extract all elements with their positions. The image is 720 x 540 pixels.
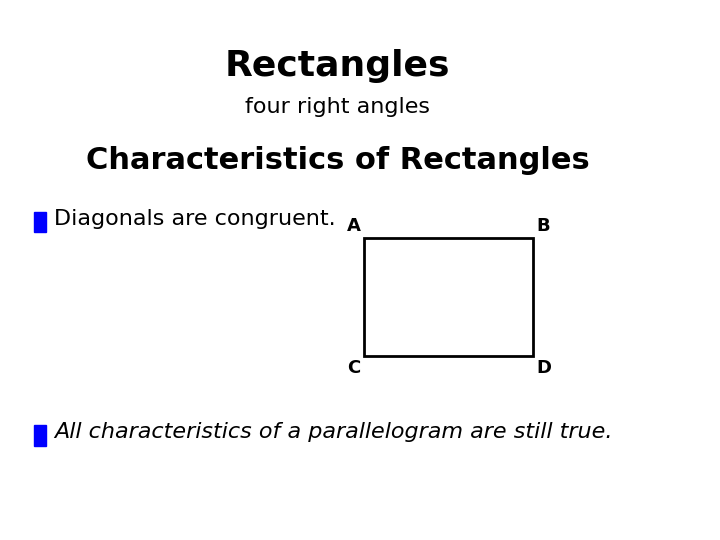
Text: C: C <box>348 359 361 377</box>
Text: B: B <box>537 217 550 235</box>
Text: Diagonals are congruent.: Diagonals are congruent. <box>54 208 336 229</box>
Text: A: A <box>347 217 361 235</box>
FancyBboxPatch shape <box>34 212 46 232</box>
Text: All characteristics of a parallelogram are still true.: All characteristics of a parallelogram a… <box>54 422 613 442</box>
Text: Characteristics of Rectangles: Characteristics of Rectangles <box>86 146 589 175</box>
Text: Rectangles: Rectangles <box>225 49 450 83</box>
Text: four right angles: four right angles <box>245 97 430 117</box>
Text: D: D <box>537 359 552 377</box>
Bar <box>364 238 533 356</box>
FancyBboxPatch shape <box>34 425 46 446</box>
